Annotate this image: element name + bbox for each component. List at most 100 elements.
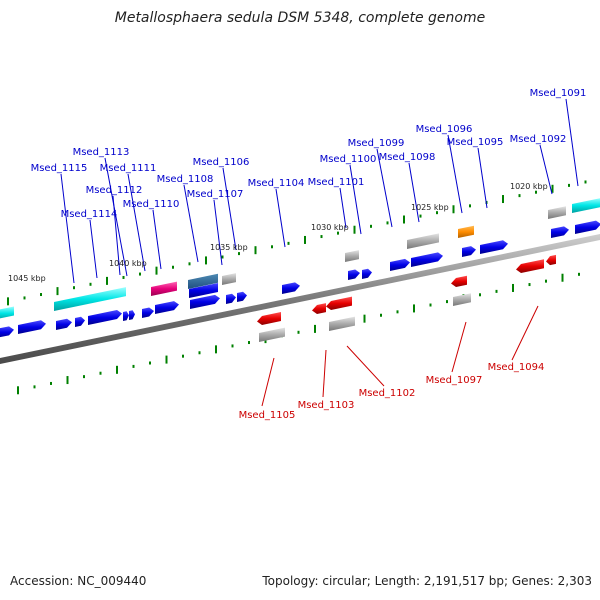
leader-line: [60, 173, 75, 284]
reverse-gene[interactable]: [312, 303, 326, 314]
leader-line: [539, 144, 553, 195]
leader-line: [339, 187, 347, 229]
kbp-marker: 1030 kbp: [311, 223, 349, 232]
kbp-marker: 1025 kbp: [411, 203, 449, 212]
reverse-gene-label[interactable]: Msed_1105: [239, 410, 296, 421]
leader-line: [349, 164, 362, 235]
accession-text: Accession: NC_009440: [10, 574, 147, 588]
forward-gene[interactable]: [548, 206, 566, 219]
forward-gene-label[interactable]: Msed_1099: [348, 138, 405, 149]
forward-gene[interactable]: [462, 246, 476, 257]
scale-ticks: [7, 180, 587, 395]
forward-gene[interactable]: [222, 273, 236, 285]
forward-gene[interactable]: [123, 311, 129, 321]
forward-gene[interactable]: [226, 293, 236, 304]
forward-gene[interactable]: [390, 258, 410, 271]
topology-text: Topology: circular; Length: 2,191,517 bp…: [262, 574, 592, 588]
leader-line: [346, 345, 385, 387]
forward-gene[interactable]: [155, 301, 179, 314]
forward-gene-label[interactable]: Msed_1098: [379, 152, 436, 163]
forward-gene[interactable]: [0, 326, 14, 338]
leader-line: [511, 305, 539, 361]
forward-gene-label[interactable]: Msed_1106: [193, 157, 250, 168]
kbp-marker: 1020 kbp: [510, 182, 548, 191]
forward-gene[interactable]: [458, 225, 474, 238]
leader-line: [127, 173, 146, 272]
forward-gene-label[interactable]: Msed_1110: [123, 199, 180, 210]
forward-gene[interactable]: [18, 320, 46, 334]
forward-gene[interactable]: [75, 316, 85, 327]
reverse-gene-label[interactable]: Msed_1102: [359, 388, 416, 399]
reverse-gene[interactable]: [516, 259, 544, 273]
forward-gene-label[interactable]: Msed_1101: [308, 177, 365, 188]
forward-gene-label[interactable]: Msed_1091: [530, 88, 587, 99]
leader-line: [183, 184, 199, 263]
forward-gene[interactable]: [142, 307, 154, 318]
leader-line: [376, 148, 393, 228]
leader-line: [89, 219, 98, 279]
forward-gene-label[interactable]: Msed_1107: [187, 189, 244, 200]
forward-gene[interactable]: [189, 283, 218, 298]
forward-gene[interactable]: [188, 273, 218, 289]
forward-gene-label[interactable]: Msed_1114: [61, 209, 118, 220]
reverse-gene[interactable]: [546, 254, 556, 266]
forward-gene[interactable]: [572, 198, 600, 213]
reverse-gene-label[interactable]: Msed_1103: [298, 400, 355, 411]
reverse-gene[interactable]: [326, 296, 352, 310]
forward-gene[interactable]: [190, 294, 220, 309]
leader-line: [222, 167, 237, 251]
kbp-markers: 1045 kbp 1040 kbp 1035 kbp 1030 kbp 1025 kbp…: [8, 182, 548, 283]
reverse-gene[interactable]: [257, 312, 281, 325]
forward-gene-label[interactable]: Msed_1104: [248, 178, 305, 189]
forward-gene[interactable]: [56, 318, 72, 330]
genome-backbone: [0, 234, 600, 364]
reverse-gene[interactable]: [259, 327, 285, 342]
forward-gene-label[interactable]: Msed_1112: [86, 185, 143, 196]
forward-gene[interactable]: [362, 268, 372, 279]
leader-line: [213, 199, 223, 266]
forward-gene-label[interactable]: Msed_1111: [100, 163, 157, 174]
forward-gene[interactable]: [345, 250, 359, 262]
gene-features: [0, 198, 600, 342]
forward-gene-label[interactable]: Msed_1108: [157, 174, 214, 185]
forward-gene[interactable]: [480, 240, 508, 254]
leader-line: [408, 162, 420, 223]
page-title: Metallosphaera sedula DSM 5348, complete…: [114, 10, 486, 26]
forward-gene[interactable]: [575, 220, 600, 234]
reverse-gene[interactable]: [453, 293, 471, 306]
reverse-gene-label[interactable]: Msed_1094: [488, 362, 545, 373]
forward-gene[interactable]: [129, 310, 135, 320]
forward-gene[interactable]: [88, 310, 122, 325]
forward-gene-label[interactable]: Msed_1096: [416, 124, 473, 135]
reverse-gene[interactable]: [329, 316, 355, 331]
forward-gene-label[interactable]: Msed_1113: [73, 147, 130, 158]
forward-gene-label[interactable]: Msed_1095: [447, 137, 504, 148]
leader-line: [104, 157, 128, 277]
forward-gene[interactable]: [411, 252, 443, 267]
leader-line: [565, 98, 579, 187]
leader-line: [261, 357, 275, 407]
reverse-gene-label[interactable]: Msed_1097: [426, 375, 483, 386]
forward-gene[interactable]: [407, 233, 439, 249]
forward-gene[interactable]: [0, 306, 14, 320]
forward-gene[interactable]: [54, 287, 126, 311]
leader-line: [322, 349, 327, 398]
leader-line: [451, 321, 467, 373]
forward-gene[interactable]: [348, 269, 360, 280]
forward-gene[interactable]: [551, 226, 569, 238]
forward-gene[interactable]: [151, 281, 177, 296]
forward-gene-label[interactable]: Msed_1115: [31, 163, 88, 174]
kbp-marker: 1045 kbp: [8, 274, 46, 283]
leader-line: [477, 147, 488, 209]
forward-gene[interactable]: [237, 291, 247, 302]
kbp-marker: 1040 kbp: [109, 259, 147, 268]
forward-gene-labels: Msed_1091 Msed_1092 Msed_1095 Msed_1096 Msed…: [31, 88, 587, 220]
forward-gene-label[interactable]: Msed_1092: [510, 134, 567, 145]
reverse-gene[interactable]: [451, 275, 467, 287]
label-leader-lines: [60, 98, 579, 407]
leader-line: [152, 209, 162, 270]
forward-gene[interactable]: [282, 282, 300, 294]
forward-gene-label[interactable]: Msed_1100: [320, 154, 377, 165]
kbp-marker: 1035 kbp: [210, 243, 248, 252]
